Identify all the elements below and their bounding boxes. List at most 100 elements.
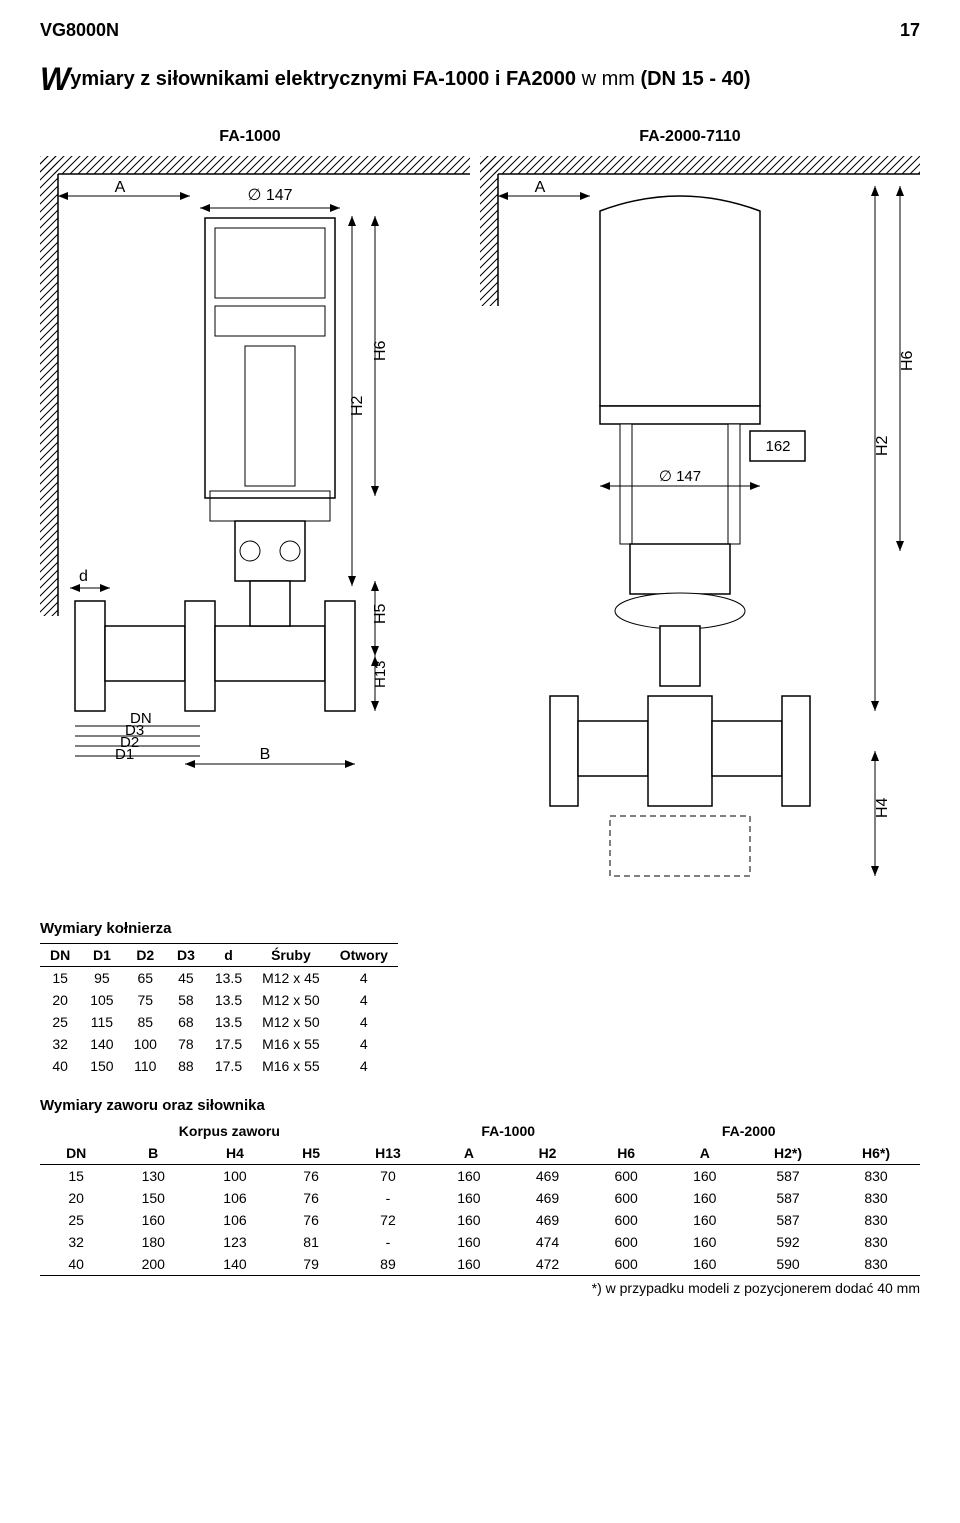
table-cell: 25 bbox=[40, 1209, 112, 1231]
table-cell: 140 bbox=[80, 1033, 123, 1055]
dim-dia-right: ∅ 147 bbox=[659, 468, 701, 485]
valve-col-header: H13 bbox=[346, 1142, 429, 1165]
table-cell: 78 bbox=[167, 1033, 205, 1055]
dim-a-right: A bbox=[535, 179, 546, 196]
table-cell: M12 x 50 bbox=[252, 1011, 330, 1033]
table-cell: 115 bbox=[80, 1011, 123, 1033]
flange-table: DND1D2D3dŚrubyOtwory 1595654513.5M12 x 4… bbox=[40, 943, 398, 1077]
table-cell: 160 bbox=[665, 1253, 744, 1276]
table-row: 151301007670160469600160587830 bbox=[40, 1165, 920, 1188]
table-cell: 140 bbox=[194, 1253, 276, 1276]
table-cell: 105 bbox=[80, 989, 123, 1011]
table-cell: 75 bbox=[124, 989, 167, 1011]
dim-h6-left: H6 bbox=[372, 340, 389, 361]
figure-labels-row: FA-1000 FA-2000-7110 bbox=[40, 128, 920, 146]
valve-col-header: H5 bbox=[276, 1142, 346, 1165]
flange-header-row: DND1D2D3dŚrubyOtwory bbox=[40, 944, 398, 967]
valve-group-row: Korpus zaworuFA-1000FA-2000 bbox=[40, 1120, 920, 1142]
table-cell: 469 bbox=[508, 1187, 587, 1209]
valve-col-row: DNBH4H5H13AH2H6AH2*)H6*) bbox=[40, 1142, 920, 1165]
dim-h4-right: H4 bbox=[874, 797, 891, 818]
table-cell: - bbox=[346, 1231, 429, 1253]
table-cell: 592 bbox=[744, 1231, 832, 1253]
diagram-left: A ∅ 147 H6 H2 d bbox=[40, 156, 470, 776]
table-cell: 106 bbox=[194, 1209, 276, 1231]
table-cell: 180 bbox=[112, 1231, 194, 1253]
table-cell: 830 bbox=[832, 1231, 920, 1253]
table-cell: 15 bbox=[40, 967, 80, 990]
table-cell: 474 bbox=[508, 1231, 587, 1253]
table-cell: 81 bbox=[276, 1231, 346, 1253]
table-cell: 160 bbox=[665, 1187, 744, 1209]
table-row: 402001407989160472600160590830 bbox=[40, 1253, 920, 1276]
table-cell: 45 bbox=[167, 967, 205, 990]
valve-group-header: FA-1000 bbox=[430, 1120, 587, 1142]
table-cell: 32 bbox=[40, 1231, 112, 1253]
table-cell: 150 bbox=[112, 1187, 194, 1209]
valve-col-header: A bbox=[430, 1142, 509, 1165]
table-cell: 110 bbox=[124, 1055, 167, 1077]
dim-h13-left: H13 bbox=[372, 660, 389, 688]
table-cell: 4 bbox=[330, 1033, 398, 1055]
table-cell: - bbox=[346, 1187, 429, 1209]
table-cell: 20 bbox=[40, 1187, 112, 1209]
flange-table-title: Wymiary kołnierza bbox=[40, 920, 920, 937]
table-cell: 76 bbox=[276, 1187, 346, 1209]
table-cell: 65 bbox=[124, 967, 167, 990]
page-number: 17 bbox=[900, 20, 920, 41]
table-cell: 17.5 bbox=[205, 1055, 252, 1077]
table-cell: M16 x 55 bbox=[252, 1055, 330, 1077]
table-cell: 88 bbox=[167, 1055, 205, 1077]
valve-col-header: H6*) bbox=[832, 1142, 920, 1165]
table-cell: 150 bbox=[80, 1055, 123, 1077]
dim-h5-left: H5 bbox=[372, 603, 389, 624]
table-cell: 600 bbox=[587, 1209, 666, 1231]
dim-h2-right: H2 bbox=[874, 435, 891, 456]
table-cell: 200 bbox=[112, 1253, 194, 1276]
table-cell: 40 bbox=[40, 1253, 112, 1276]
table-cell: 40 bbox=[40, 1055, 80, 1077]
flange-col-header: DN bbox=[40, 944, 80, 967]
table-cell: M16 x 55 bbox=[252, 1033, 330, 1055]
table-cell: 68 bbox=[167, 1011, 205, 1033]
flange-col-header: Otwory bbox=[330, 944, 398, 967]
table-row: 321401007817.5M16 x 554 bbox=[40, 1033, 398, 1055]
table-cell: 76 bbox=[276, 1209, 346, 1231]
table-cell: 472 bbox=[508, 1253, 587, 1276]
table-cell: 160 bbox=[430, 1209, 509, 1231]
figure-label-left: FA-1000 bbox=[219, 128, 280, 146]
dim-b-left: B bbox=[260, 746, 271, 763]
table-cell: 123 bbox=[194, 1231, 276, 1253]
valve-col-header: H2*) bbox=[744, 1142, 832, 1165]
valve-col-header: B bbox=[112, 1142, 194, 1165]
table-cell: 76 bbox=[276, 1165, 346, 1188]
valve-col-header: A bbox=[665, 1142, 744, 1165]
table-cell: 160 bbox=[430, 1253, 509, 1276]
table-cell: 13.5 bbox=[205, 1011, 252, 1033]
flange-col-header: D3 bbox=[167, 944, 205, 967]
dim-d-left: d bbox=[79, 568, 88, 585]
table-cell: 100 bbox=[124, 1033, 167, 1055]
flange-col-header: d bbox=[205, 944, 252, 967]
valve-col-header: DN bbox=[40, 1142, 112, 1165]
heading-tail-normal: w mm bbox=[576, 68, 640, 90]
table-cell: 160 bbox=[430, 1231, 509, 1253]
valve-col-header: H6 bbox=[587, 1142, 666, 1165]
table-row: 401501108817.5M16 x 554 bbox=[40, 1055, 398, 1077]
table-cell: 830 bbox=[832, 1253, 920, 1276]
table-cell: 106 bbox=[194, 1187, 276, 1209]
table-cell: 600 bbox=[587, 1165, 666, 1188]
table-cell: 72 bbox=[346, 1209, 429, 1231]
table-cell: 160 bbox=[665, 1231, 744, 1253]
valve-group-header: Korpus zaworu bbox=[112, 1120, 346, 1142]
figure-label-right: FA-2000-7110 bbox=[639, 128, 740, 146]
table-cell: 4 bbox=[330, 1011, 398, 1033]
dim-h2-left: H2 bbox=[349, 395, 366, 416]
table-cell: 830 bbox=[832, 1165, 920, 1188]
page-header: VG8000N 17 bbox=[40, 20, 920, 41]
table-cell: 160 bbox=[112, 1209, 194, 1231]
table-cell: 469 bbox=[508, 1209, 587, 1231]
table-cell: 160 bbox=[665, 1209, 744, 1231]
heading-tail-bold: (DN 15 - 40) bbox=[640, 68, 750, 90]
valve-table-title: Wymiary zaworu oraz siłownika bbox=[40, 1097, 920, 1114]
